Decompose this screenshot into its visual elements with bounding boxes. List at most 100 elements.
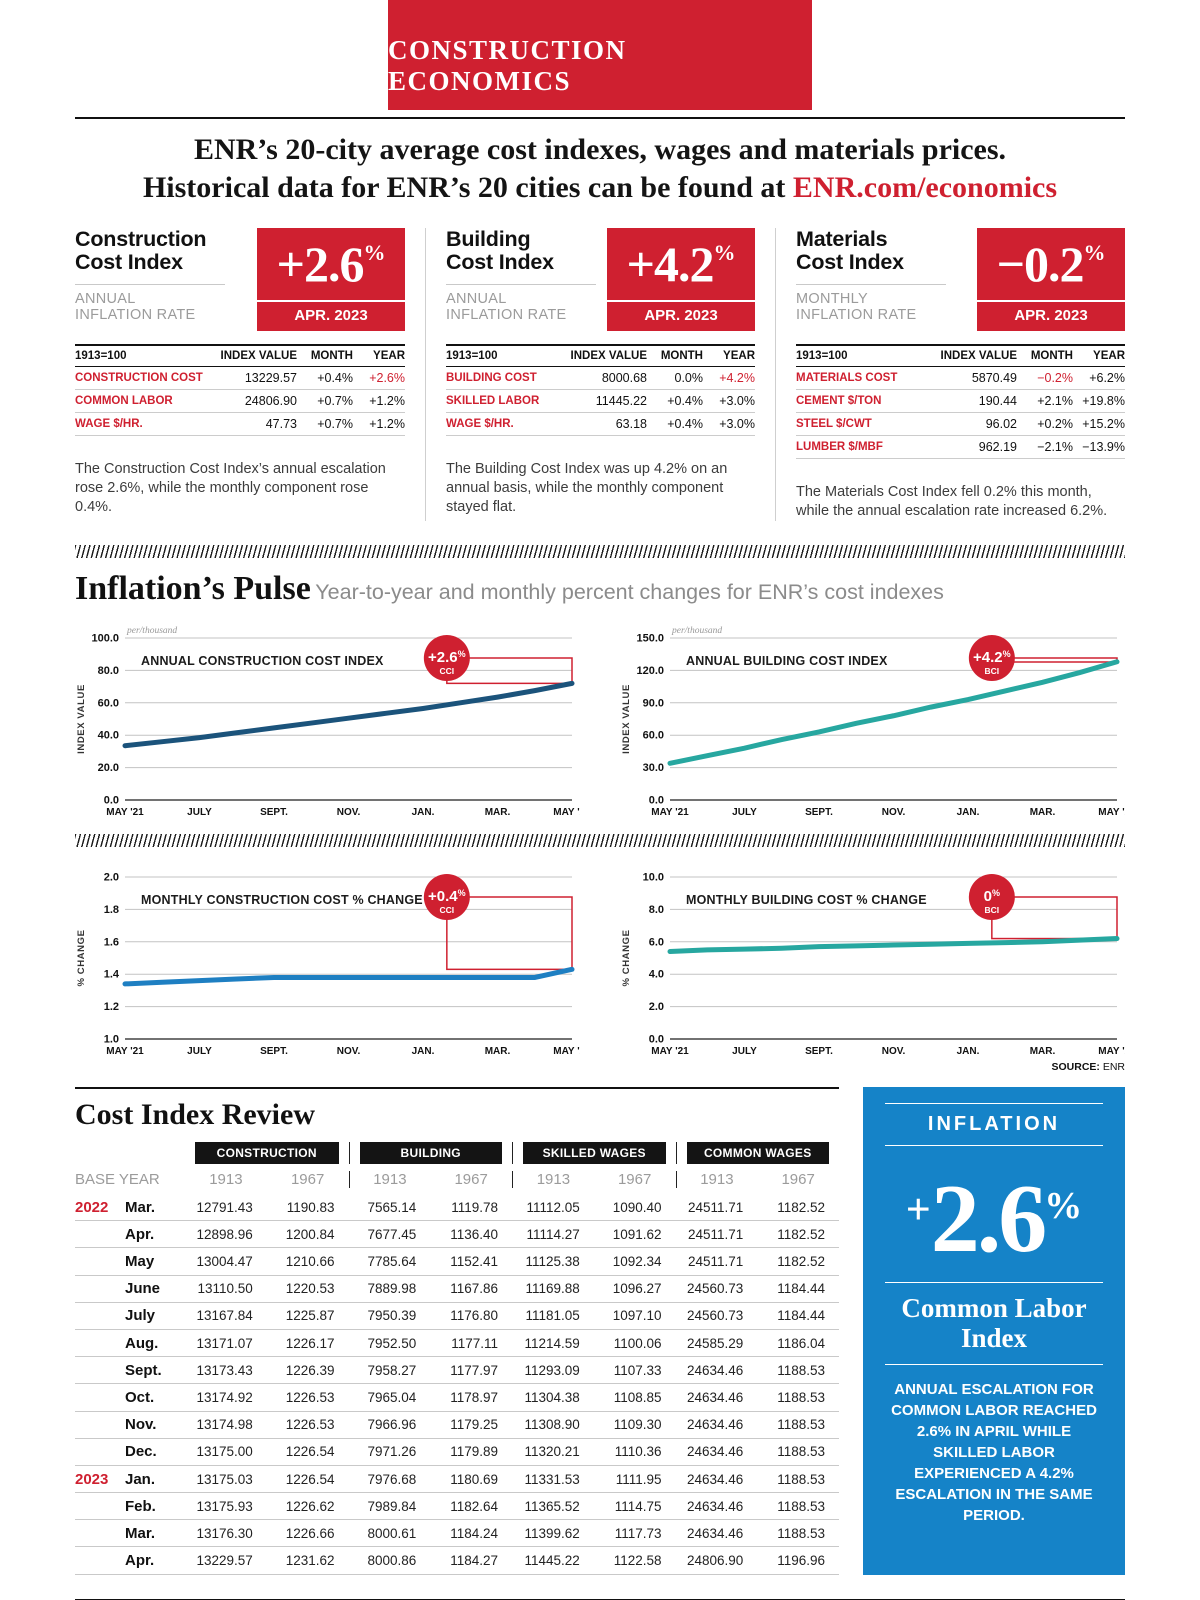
row-value: 24634.46 (686, 1471, 744, 1487)
row-value: 1188.53 (777, 1498, 825, 1514)
banner-wrap: CONSTRUCTION ECONOMICS (75, 0, 1125, 110)
row-label: SKILLED LABOR (446, 394, 540, 407)
row-value: 24634.46 (686, 1498, 744, 1514)
line-chart-svg: 0.0 20.0 40.0 60.0 80.0 100.0 MAY '21 JULY SEPT.… (76, 626, 580, 818)
row-month: Apr. (125, 1225, 155, 1243)
svg-text:NOV.: NOV. (882, 807, 906, 818)
chart-annual-cci: 0.0 20.0 40.0 60.0 80.0 100.0 MAY '21 JULY SEPT.… (75, 622, 580, 820)
svg-text:MAR.: MAR. (1030, 1046, 1056, 1057)
card-table-header: YEAR (723, 349, 755, 362)
base-year-value: 1967 (617, 1170, 652, 1188)
row-value: 7976.68 (367, 1471, 417, 1487)
review-data-row: Apr. 13229.57 1231.62 8000.86 1184.27 11445.2… (75, 1547, 839, 1575)
rate-badge: +4.2% APR. 2023 (607, 227, 755, 331)
review-base-year-row: BASE YEAR 1913 1967 1913 1967 1913 1967 1913 196… (75, 1164, 839, 1194)
card-note: The Construction Cost Index’s annual esc… (75, 460, 386, 516)
section-banner: CONSTRUCTION ECONOMICS (388, 0, 812, 110)
row-value: 1179.89 (450, 1444, 498, 1460)
row-value: 24634.46 (686, 1389, 744, 1405)
svg-text:MAY '21: MAY '21 (106, 1046, 144, 1057)
card-table-row: STEEL $/CWT 96.02 +0.2% +15.2% (796, 413, 1125, 436)
row-value: +0.7% (317, 393, 353, 408)
svg-text:JAN.: JAN. (957, 807, 980, 818)
svg-text:ANNUAL BUILDING COST INDEX: ANNUAL BUILDING COST INDEX (686, 654, 888, 668)
row-value: 7971.26 (367, 1444, 417, 1460)
row-value: +3.0% (719, 416, 755, 431)
row-value: +0.4% (667, 416, 703, 431)
inflation-rate-label: ANNUAL INFLATION RATE (75, 284, 225, 323)
base-year-label: BASE YEAR (75, 1170, 160, 1188)
row-value: 1188.53 (777, 1525, 825, 1541)
svg-text:+4.2%: +4.2% (973, 649, 1011, 666)
svg-text:8.0: 8.0 (649, 904, 664, 916)
svg-text:1.0: 1.0 (104, 1034, 119, 1046)
card-table-row: MATERIALS COST 5870.49 −0.2% +6.2% (796, 367, 1125, 390)
svg-text:BCI: BCI (985, 905, 1000, 915)
row-label: WAGE $/HR. (446, 417, 514, 430)
svg-text:MAY '21: MAY '21 (106, 807, 144, 818)
monthly-charts-row: 1.0 1.2 1.4 1.6 1.8 2.0 MAY '21 JULY SEPT. NOV. JA… (75, 861, 1125, 1059)
card-table-row: LUMBER $/MBF 962.19 −2.1% −13.9% (796, 436, 1125, 459)
row-year: 2022 (75, 1198, 109, 1216)
row-label: STEEL $/CWT (796, 417, 872, 430)
row-month: Aug. (125, 1334, 159, 1352)
row-value: 962.19 (978, 439, 1017, 454)
svg-text:MAR.: MAR. (485, 807, 511, 818)
row-value: 24634.46 (686, 1417, 744, 1433)
svg-text:per/thousand: per/thousand (126, 626, 177, 636)
svg-text:JULY: JULY (732, 1046, 757, 1057)
line-chart-svg: 0.0 2.0 4.0 6.0 8.0 10.0 MAY '21 JULY SEPT. NOV. J… (621, 872, 1125, 1058)
row-month: Feb. (125, 1497, 156, 1515)
card-title-line1: Materials (796, 226, 888, 251)
row-month: Dec. (125, 1443, 157, 1461)
svg-text:4.0: 4.0 (649, 969, 664, 981)
svg-text:60.0: 60.0 (98, 697, 119, 709)
row-label: COMMON LABOR (75, 394, 173, 407)
row-value: 1177.97 (450, 1362, 498, 1378)
row-label: CONSTRUCTION COST (75, 371, 203, 384)
row-value: 24634.46 (686, 1525, 744, 1541)
row-label: LUMBER $/MBF (796, 440, 883, 453)
card-table-header: 1913=100 (75, 349, 127, 362)
svg-text:2.0: 2.0 (104, 872, 119, 884)
row-value: 1226.54 (285, 1471, 335, 1487)
row-value: 1119.78 (451, 1199, 498, 1215)
review-data-row: Feb. 13175.93 1226.62 7989.84 1182.64 11365.5… (75, 1493, 839, 1521)
row-value: 13110.50 (197, 1281, 253, 1297)
inflation-panel-title: INFLATION (885, 1103, 1103, 1147)
row-value: 13229.57 (196, 1553, 253, 1569)
row-value: +3.0% (719, 393, 755, 408)
pulse-heading: Inflation’s Pulse Year-to-year and month… (75, 570, 1125, 608)
row-value: 96.02 (985, 416, 1017, 431)
svg-text:SEPT.: SEPT. (805, 807, 833, 818)
row-value: 1110.36 (614, 1444, 662, 1460)
row-value: 7785.64 (367, 1254, 417, 1269)
rate-badge-value: +2.6% (276, 235, 386, 292)
row-value: 1176.80 (450, 1308, 498, 1324)
economics-link[interactable]: ENR.com/economics (792, 171, 1058, 205)
row-value: 24585.29 (686, 1335, 744, 1351)
base-year-value: 1913 (512, 1170, 594, 1188)
row-value: 1122.58 (613, 1553, 662, 1569)
svg-text:40.0: 40.0 (98, 730, 119, 742)
row-value: 1226.53 (285, 1389, 335, 1405)
row-value: 11214.59 (524, 1335, 580, 1351)
card-table-row: CEMENT $/TON 190.44 +2.1% +19.8% (796, 390, 1125, 413)
card-title-line2: Cost Index (446, 250, 554, 275)
row-value: 24634.46 (686, 1362, 744, 1378)
row-value: 1196.96 (777, 1553, 825, 1569)
svg-text:INDEX VALUE: INDEX VALUE (76, 684, 87, 754)
svg-text:MONTHLY BUILDING COST % CHANGE: MONTHLY BUILDING COST % CHANGE (686, 893, 927, 907)
row-value: 1136.40 (450, 1226, 498, 1242)
row-value: +2.1% (1037, 393, 1073, 408)
row-value: 13167.84 (196, 1308, 253, 1324)
row-value: 7677.45 (367, 1226, 417, 1242)
row-value: 7952.50 (367, 1335, 417, 1351)
row-value: 1226.39 (285, 1362, 335, 1378)
review-data-row: Oct. 13174.92 1226.53 7965.04 1178.97 11304.3… (75, 1384, 839, 1412)
row-value: 1096.27 (612, 1281, 662, 1297)
row-value: 1177.11 (451, 1335, 498, 1351)
row-value: 7565.14 (367, 1199, 417, 1215)
row-value: 1210.66 (285, 1254, 335, 1269)
